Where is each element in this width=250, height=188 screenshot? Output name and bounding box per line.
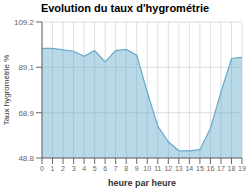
svg-text:2: 2	[61, 165, 65, 172]
svg-text:1: 1	[51, 165, 55, 172]
svg-text:8: 8	[124, 165, 128, 172]
svg-text:15: 15	[196, 165, 204, 172]
svg-text:12: 12	[164, 165, 172, 172]
svg-text:18: 18	[228, 165, 236, 172]
svg-text:5: 5	[93, 165, 97, 172]
svg-text:6: 6	[103, 165, 107, 172]
svg-text:68.9: 68.9	[18, 109, 34, 118]
svg-text:9: 9	[135, 165, 139, 172]
svg-text:0: 0	[40, 165, 44, 172]
svg-text:4: 4	[82, 165, 86, 172]
svg-text:17: 17	[217, 165, 225, 172]
svg-text:48.8: 48.8	[18, 154, 34, 163]
html-text:Evolution du taux d'hygrométri: Evolution du taux d'hygrométrie	[40, 2, 210, 14]
svg-text:10: 10	[143, 165, 151, 172]
svg-text:heure par heure: heure par heure	[108, 178, 176, 188]
svg-text:3: 3	[72, 165, 76, 172]
svg-text:89.1: 89.1	[18, 63, 34, 72]
svg-text:11: 11	[154, 165, 161, 172]
svg-text:13: 13	[175, 165, 183, 172]
svg-text:109.2: 109.2	[14, 18, 35, 27]
svg-text:19: 19	[238, 165, 242, 172]
svg-text:Taux hygrométrie %: Taux hygrométrie %	[8, 55, 11, 126]
svg-text:14: 14	[185, 165, 193, 172]
svg-text:7: 7	[114, 165, 118, 172]
svg-text:16: 16	[207, 165, 215, 172]
